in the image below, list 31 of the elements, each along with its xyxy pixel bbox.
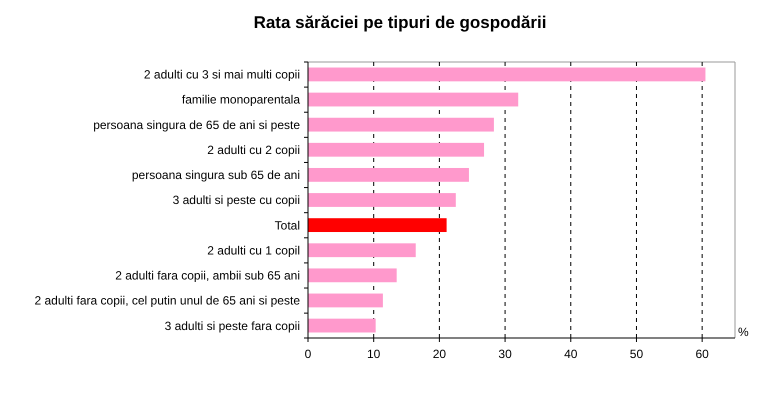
bar bbox=[308, 268, 397, 282]
x-tick-label: 50 bbox=[630, 347, 644, 361]
x-tick-label: 40 bbox=[564, 347, 578, 361]
y-tick-label: 2 adulti cu 3 si mai multi copii bbox=[144, 68, 300, 82]
bar bbox=[308, 142, 484, 157]
bar bbox=[308, 243, 416, 258]
y-tick-label: 3 adulti si peste fara copii bbox=[164, 318, 300, 333]
bar bbox=[308, 168, 469, 182]
x-tick-label: 20 bbox=[432, 347, 446, 361]
bar bbox=[308, 118, 494, 132]
x-tick-label: 60 bbox=[695, 347, 710, 361]
bar bbox=[308, 218, 447, 232]
x-tick-label: 30 bbox=[498, 347, 512, 361]
x-tick-label: 0 bbox=[304, 347, 312, 361]
y-tick-label: Total bbox=[274, 218, 300, 232]
y-tick-label: 2 adulti fara copii, cel putin unul de 65 ani si peste bbox=[34, 294, 300, 308]
y-tick-label: 2 adulti cu 1 copil bbox=[207, 243, 300, 258]
bar bbox=[308, 68, 706, 82]
y-tick-label: persoana singura sub 65 de ani bbox=[132, 168, 300, 182]
y-tick-label: persoana singura de 65 de ani si peste bbox=[93, 118, 300, 132]
chart-title: Rata sărăciei pe tipuri de gospodării bbox=[254, 13, 546, 32]
bar bbox=[308, 193, 456, 207]
y-tick-label: familie monoparentala bbox=[182, 92, 300, 107]
y-tick-label: 2 adulti fara copii, ambii sub 65 ani bbox=[115, 268, 300, 283]
x-tick-label: 10 bbox=[367, 347, 381, 361]
y-tick-label: 2 adulti cu 2 copii bbox=[207, 142, 300, 157]
y-tick-label: 3 adulti si peste cu copii bbox=[172, 193, 300, 208]
bar bbox=[308, 294, 383, 308]
x-axis-title: % bbox=[738, 325, 749, 339]
bar bbox=[308, 92, 518, 106]
bar bbox=[308, 318, 376, 332]
